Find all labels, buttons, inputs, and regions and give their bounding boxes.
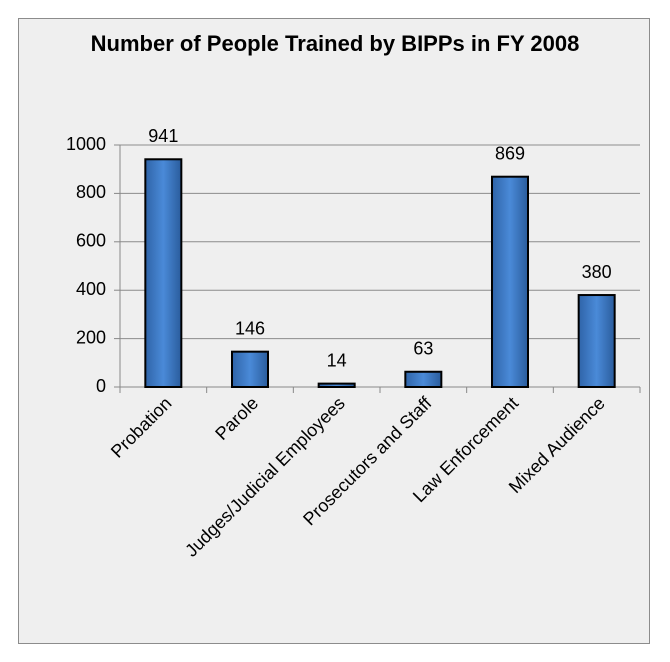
bar	[577, 294, 616, 389]
y-tick-label: 800	[76, 182, 106, 202]
chart-title: Number of People Trained by BIPPs in FY …	[90, 31, 580, 56]
x-tick-label: Parole	[211, 393, 262, 444]
bar	[404, 370, 443, 388]
y-tick-label: 600	[76, 231, 106, 251]
chart-panel	[18, 18, 650, 644]
value-label: 63	[413, 339, 433, 359]
y-tick-label: 0	[96, 376, 106, 396]
value-label: 14	[327, 350, 347, 370]
value-label: 380	[582, 262, 612, 282]
value-label: 869	[495, 143, 525, 163]
x-tick-label: Probation	[107, 393, 176, 462]
y-tick-label: 400	[76, 279, 106, 299]
x-tick-label: Judges/Judicial Employees	[181, 393, 349, 561]
bar	[231, 350, 269, 388]
value-label: 146	[235, 318, 265, 338]
y-tick-label: 1000	[66, 134, 106, 154]
bar	[317, 382, 356, 388]
y-tick-label: 200	[76, 327, 106, 347]
bar	[491, 175, 529, 388]
bar	[144, 158, 183, 388]
value-label: 941	[148, 126, 178, 146]
